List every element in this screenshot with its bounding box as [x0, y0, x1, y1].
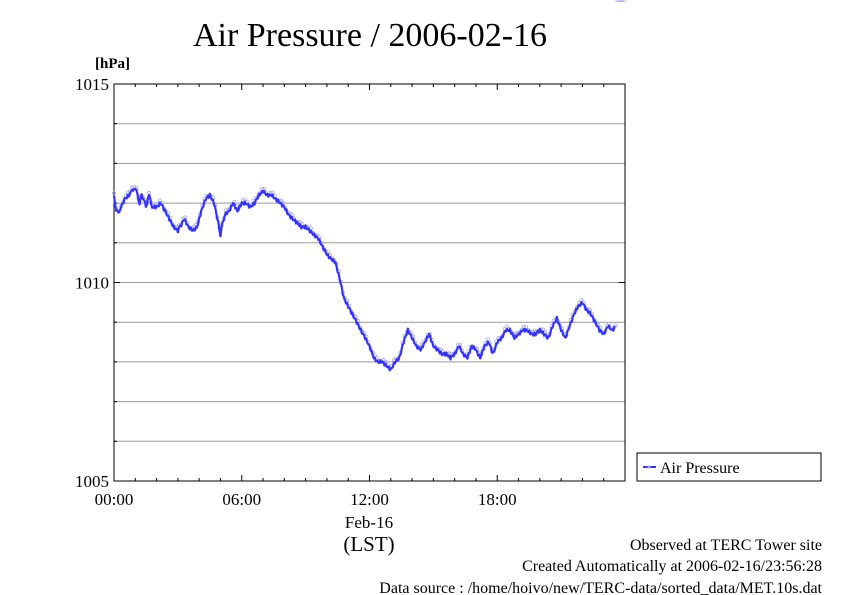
- series-air-pressure: [112, 0, 626, 372]
- y-unit-label: [hPa]: [95, 56, 130, 72]
- y-tick-label: 1005: [75, 472, 109, 491]
- data-point: [619, 0, 624, 2]
- chart-title: Air Pressure / 2006-02-16: [193, 17, 547, 54]
- x-tick-label: 18:00: [478, 490, 517, 509]
- x-date-label: Feb-16: [345, 513, 393, 532]
- legend-box: [636, 452, 822, 482]
- data-point: [615, 0, 620, 2]
- x-tick-label: 12:00: [350, 490, 389, 509]
- legend-label: Air Pressure: [660, 460, 740, 477]
- gridlines: [114, 123, 625, 442]
- x-tick-label: 00:00: [95, 490, 134, 509]
- series-line: [112, 187, 616, 372]
- footer-observed: Observed at TERC Tower site: [630, 537, 822, 554]
- data-point: [621, 0, 626, 2]
- data-point: [617, 0, 622, 2]
- data-point: [112, 191, 117, 196]
- legend-marker-swatch: [647, 465, 651, 469]
- y-tick-label: 1010: [75, 274, 109, 293]
- footer-created: Created Automatically at 2006-02-16/23:5…: [522, 558, 822, 575]
- x-timezone-label: (LST): [343, 532, 394, 556]
- x-tick-label: 06:00: [222, 490, 261, 509]
- y-tick-label: 1015: [75, 75, 109, 94]
- footer-source: Data source : /home/hoivo/new/TERC-data/…: [379, 580, 822, 595]
- axes: 1005 1010 1015 00:00 06:00 12:00 18:00: [75, 75, 626, 509]
- legend: Air Pressure: [636, 452, 822, 482]
